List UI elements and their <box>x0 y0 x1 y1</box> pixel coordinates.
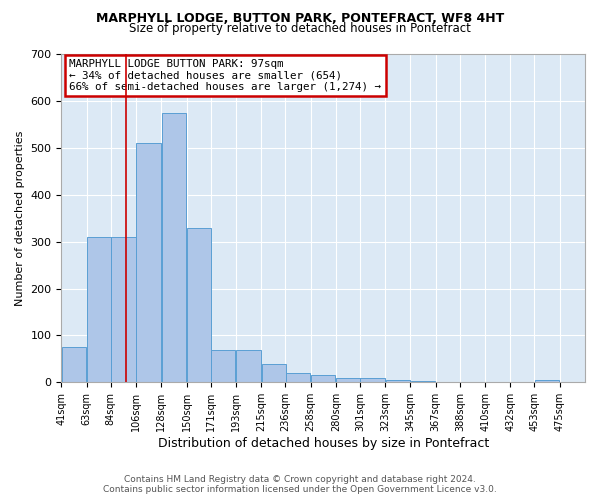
Bar <box>162 112 186 382</box>
Bar <box>211 350 235 382</box>
Bar <box>386 380 410 382</box>
Y-axis label: Number of detached properties: Number of detached properties <box>15 130 25 306</box>
Bar <box>87 237 112 382</box>
Bar <box>336 378 361 382</box>
Text: MARPHYLL LODGE, BUTTON PARK, PONTEFRACT, WF8 4HT: MARPHYLL LODGE, BUTTON PARK, PONTEFRACT,… <box>96 12 504 26</box>
Bar <box>262 364 286 382</box>
Text: Contains HM Land Registry data © Crown copyright and database right 2024.: Contains HM Land Registry data © Crown c… <box>124 475 476 484</box>
Bar <box>311 376 335 382</box>
Text: Contains public sector information licensed under the Open Government Licence v3: Contains public sector information licen… <box>103 485 497 494</box>
Text: MARPHYLL LODGE BUTTON PARK: 97sqm
← 34% of detached houses are smaller (654)
66%: MARPHYLL LODGE BUTTON PARK: 97sqm ← 34% … <box>69 59 381 92</box>
Bar <box>187 228 211 382</box>
Bar <box>62 347 86 382</box>
Bar <box>535 380 559 382</box>
Bar <box>286 373 310 382</box>
Text: Size of property relative to detached houses in Pontefract: Size of property relative to detached ho… <box>129 22 471 35</box>
X-axis label: Distribution of detached houses by size in Pontefract: Distribution of detached houses by size … <box>158 437 489 450</box>
Bar <box>236 350 261 382</box>
Bar <box>361 378 385 382</box>
Bar <box>136 143 161 382</box>
Bar <box>111 237 136 382</box>
